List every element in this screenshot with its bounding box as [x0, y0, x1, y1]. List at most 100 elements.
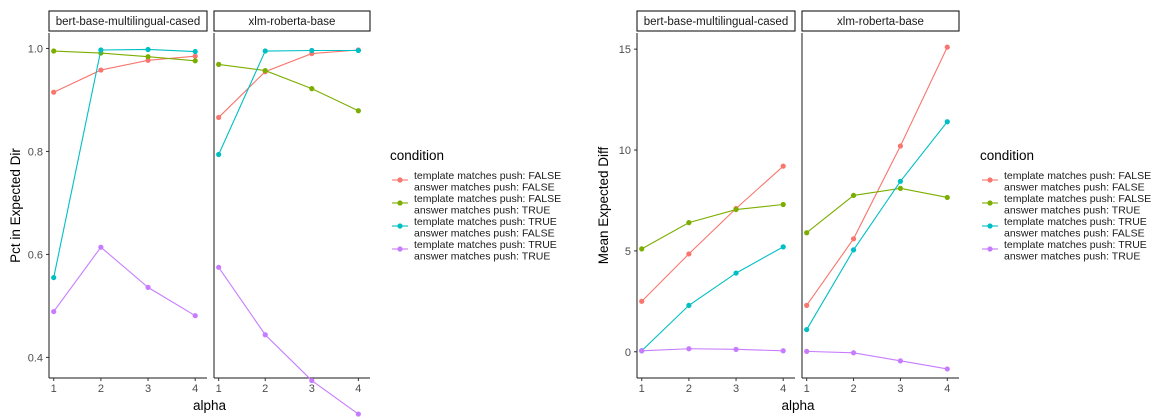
legend-key-point	[987, 223, 993, 229]
legend-label: template matches push: TRUE	[414, 216, 557, 228]
legend-title: condition	[980, 148, 1034, 163]
data-point	[192, 53, 198, 59]
x-tick-label: 3	[145, 383, 151, 395]
facet-panel: bert-base-multilingual-cased 1 2 3 4	[48, 10, 208, 395]
x-tick-label: 4	[355, 383, 361, 395]
y-axis-title: Pct in Expected Dir	[8, 148, 23, 263]
data-point	[897, 178, 904, 184]
data-point	[355, 108, 361, 114]
facet-strip	[213, 10, 371, 32]
legend-label: template matches push: FALSE	[414, 170, 561, 182]
legend-key-point	[397, 177, 403, 183]
series-line	[53, 50, 196, 62]
y-tick-label: 5	[625, 246, 631, 258]
data-point	[686, 251, 692, 257]
data-point	[216, 114, 222, 121]
data-point	[262, 48, 268, 54]
data-point	[98, 67, 104, 73]
data-point	[192, 313, 198, 319]
y-tick-label: 1.0	[28, 43, 43, 55]
legend-label: template matches push: FALSE	[1004, 170, 1151, 182]
x-tick-label: 2	[262, 383, 268, 395]
legend-label: answer matches push: TRUE	[414, 205, 550, 217]
series-line	[641, 348, 784, 352]
legend-label: answer matches push: TRUE	[1004, 251, 1140, 263]
y-tick-label: 0	[625, 347, 631, 359]
data-point	[780, 163, 786, 169]
x-tick-label: 1	[804, 383, 810, 395]
legend-key-point	[987, 200, 993, 206]
data-point	[262, 67, 268, 74]
data-point	[262, 332, 268, 338]
data-point	[897, 185, 904, 191]
data-point	[850, 236, 857, 242]
data-point	[780, 348, 786, 354]
data-point	[145, 57, 151, 63]
data-point	[216, 264, 222, 270]
series-line	[641, 203, 784, 250]
legend-key-point	[397, 223, 403, 229]
legend-label: answer matches push: FALSE	[1004, 182, 1145, 194]
facet-strip	[48, 10, 208, 32]
data-point	[686, 346, 692, 352]
data-point	[897, 143, 904, 149]
chart-2: Mean Expected Diff 0 5 10 15 bert-base-multil…	[596, 10, 1151, 413]
legend-title: condition	[390, 148, 444, 163]
data-point	[639, 246, 645, 252]
x-tick-label: 2	[98, 383, 104, 395]
legend-key-point	[987, 246, 993, 252]
y-tick-label: 10	[619, 145, 631, 157]
legend-label: answer matches push: FALSE	[1004, 228, 1145, 240]
data-point	[733, 206, 739, 213]
legend-label: template matches push: TRUE	[1004, 239, 1147, 251]
y-tick-label: 0.8	[28, 146, 43, 158]
data-point	[309, 86, 315, 92]
y-tick-label: 0.6	[28, 249, 43, 261]
facet-strip	[801, 10, 960, 32]
facet-panel: xlm-roberta-base 1 2 3 4	[801, 10, 960, 395]
data-point	[309, 47, 315, 54]
x-axis-title: alpha	[781, 398, 815, 413]
series-line	[218, 49, 359, 118]
data-point	[944, 44, 950, 50]
data-point	[145, 54, 151, 60]
data-point	[355, 411, 361, 417]
series-line	[218, 266, 359, 415]
series-line	[806, 121, 948, 330]
data-point	[51, 308, 57, 315]
data-point	[804, 326, 810, 333]
legend-label: answer matches push: TRUE	[1004, 205, 1140, 217]
series-line	[53, 48, 196, 278]
facet-strip-label: xlm-roberta-base	[837, 16, 924, 28]
data-point	[897, 358, 904, 364]
legend-label: answer matches push: TRUE	[414, 251, 550, 263]
data-point	[944, 119, 950, 125]
data-point	[309, 377, 315, 384]
data-point	[850, 350, 857, 356]
data-point	[51, 89, 57, 95]
legend-label: answer matches push: FALSE	[414, 182, 555, 194]
x-tick-label: 1	[639, 383, 645, 395]
data-point	[216, 151, 222, 158]
data-point	[639, 298, 645, 304]
series-line	[53, 55, 196, 93]
data-point	[216, 61, 222, 68]
data-point	[804, 230, 810, 236]
data-point	[804, 348, 810, 354]
data-point	[686, 220, 692, 226]
facet-panel: xlm-roberta-base 1 2 3 4	[213, 10, 371, 417]
facet-panel: bert-base-multilingual-cased 1 2 3 4	[636, 10, 796, 395]
facet-strip-label: xlm-roberta-base	[249, 16, 336, 28]
series-line	[641, 165, 784, 302]
legend-key-point	[397, 200, 403, 206]
data-point	[850, 192, 857, 199]
legend-label: template matches push: TRUE	[414, 239, 557, 251]
data-point	[944, 194, 950, 201]
legend-key-point	[987, 177, 993, 183]
chart-1: Pct in Expected Dir 0.4 0.6 0.8 1.0 bert-base…	[8, 10, 561, 417]
legend-label: template matches push: FALSE	[414, 193, 561, 205]
data-point	[145, 46, 151, 53]
series-line	[218, 63, 359, 112]
x-tick-label: 4	[944, 383, 950, 395]
